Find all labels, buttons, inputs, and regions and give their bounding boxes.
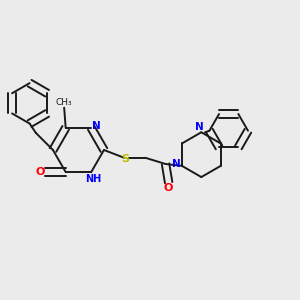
Text: CH₃: CH₃ — [56, 98, 73, 106]
Text: N: N — [92, 122, 101, 131]
Text: S: S — [121, 154, 129, 164]
Text: N: N — [172, 159, 181, 169]
Text: O: O — [164, 183, 173, 193]
Text: N: N — [195, 122, 204, 132]
Text: NH: NH — [85, 174, 101, 184]
Text: O: O — [36, 167, 45, 177]
